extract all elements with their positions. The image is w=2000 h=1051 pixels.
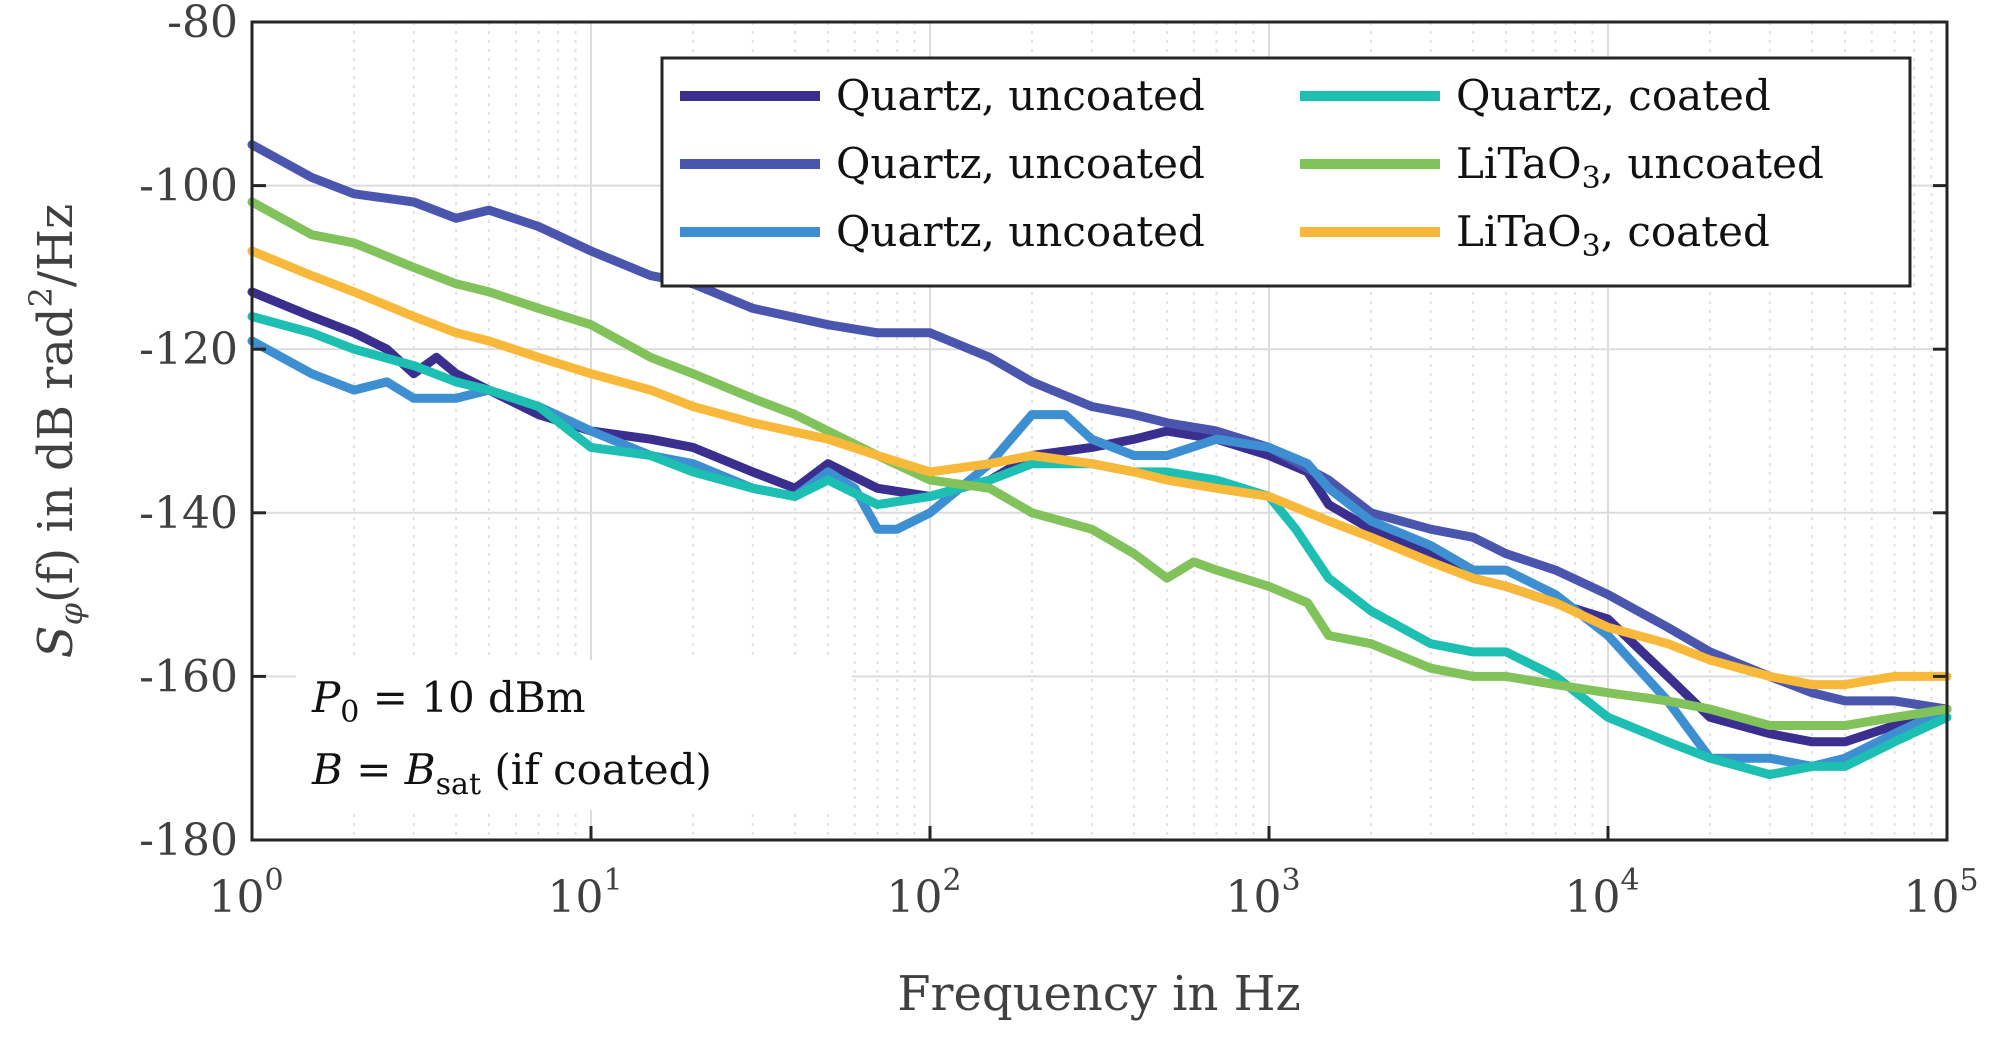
legend-label-6: LiTaO3, coated bbox=[1456, 207, 1770, 264]
legend-label-2: Quartz, uncoated bbox=[836, 139, 1205, 188]
series-line-5 bbox=[247, 197, 1952, 730]
legend: Quartz, uncoated Quartz, uncoated Quartz, … bbox=[660, 56, 1912, 288]
y-tick-label: -160 bbox=[139, 651, 238, 702]
x-tick-label: 101 bbox=[547, 863, 622, 923]
x-axis-label: Frequency in Hz bbox=[897, 966, 1301, 1022]
x-tick-label: 100 bbox=[208, 863, 283, 923]
plot-frame bbox=[250, 20, 1949, 842]
annotation-field: B = Bsat (if coated) bbox=[311, 745, 712, 802]
legend-box bbox=[660, 56, 1912, 288]
series-line-1 bbox=[247, 287, 1952, 747]
y-tick-label: -100 bbox=[139, 161, 238, 212]
annotation-power: P0 = 10 dBm bbox=[311, 673, 586, 730]
y-tick-label: -180 bbox=[139, 815, 238, 866]
legend-label-1: Quartz, uncoated bbox=[836, 71, 1205, 120]
y-tick-labels: -80 -100 -120 -140 -160 -180 bbox=[139, 0, 1947, 866]
legend-label-3: Quartz, uncoated bbox=[836, 207, 1205, 256]
x-tick-label: 102 bbox=[886, 863, 961, 923]
x-tick-label: 104 bbox=[1564, 863, 1639, 923]
y-tick-label: -140 bbox=[139, 488, 238, 539]
x-tick-label: 105 bbox=[1903, 863, 1978, 923]
series-line-6 bbox=[247, 246, 1952, 690]
svg-text:Sφ(f) in dB rad2/Hz: Sφ(f) in dB rad2/Hz bbox=[22, 204, 90, 659]
y-tick-label: -120 bbox=[139, 324, 238, 375]
legend-label-4: Quartz, coated bbox=[1456, 71, 1771, 120]
annotation-background bbox=[296, 660, 852, 810]
legend-label-5: LiTaO3, uncoated bbox=[1456, 139, 1824, 196]
series-line-2 bbox=[247, 140, 1952, 714]
annotation: P0 = 10 dBm B = Bsat (if coated) bbox=[296, 660, 852, 810]
x-tick-label: 103 bbox=[1225, 863, 1300, 923]
series-lines bbox=[247, 140, 1952, 780]
x-tick-labels: 100 101 102 103 104 105 bbox=[208, 826, 1979, 923]
y-axis-label: Sφ(f) in dB rad2/Hz bbox=[22, 204, 90, 659]
y-tick-label: -80 bbox=[167, 0, 238, 48]
